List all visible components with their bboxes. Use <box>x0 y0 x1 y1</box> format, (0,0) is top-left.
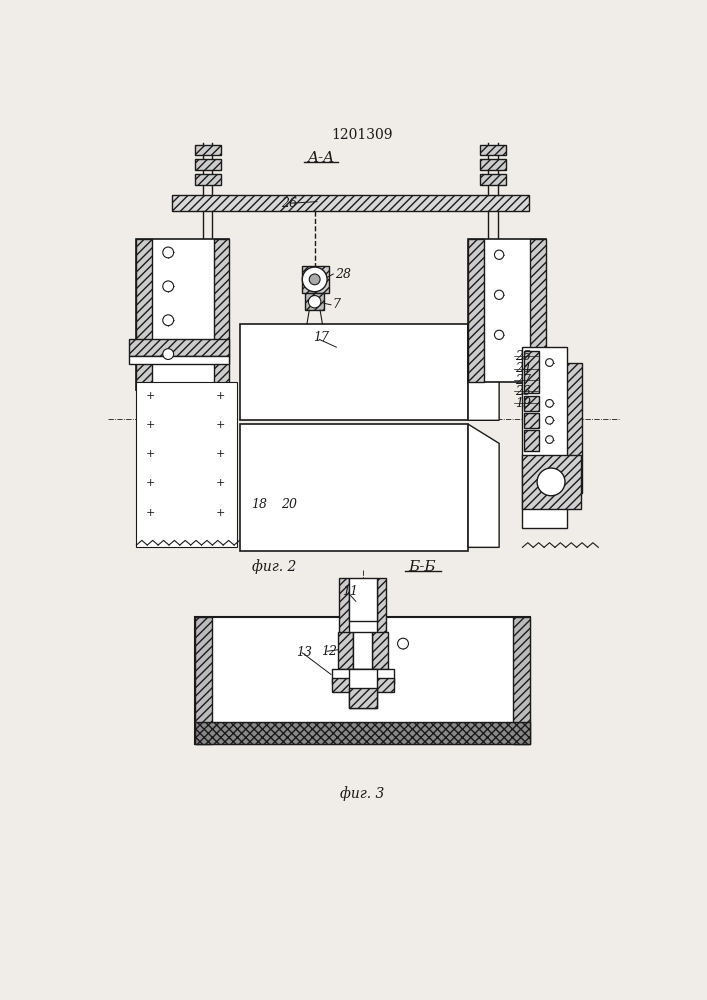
Circle shape <box>163 315 174 326</box>
Bar <box>524 396 539 411</box>
Bar <box>194 159 221 170</box>
Circle shape <box>397 638 409 649</box>
Bar <box>195 722 530 744</box>
Bar <box>480 159 506 170</box>
Bar <box>522 455 580 509</box>
Bar <box>513 617 530 744</box>
Bar <box>468 239 546 382</box>
Circle shape <box>546 416 554 424</box>
Bar <box>480 145 506 155</box>
Circle shape <box>309 274 320 285</box>
Bar <box>172 195 529 211</box>
Bar <box>194 145 221 155</box>
Text: 12: 12 <box>321 645 337 658</box>
Text: 26: 26 <box>281 197 296 210</box>
Bar <box>522 347 567 528</box>
Bar <box>349 669 377 708</box>
Bar <box>332 669 394 684</box>
Bar <box>372 632 387 669</box>
Bar <box>339 578 349 634</box>
Text: фиг. 3: фиг. 3 <box>340 786 384 801</box>
Circle shape <box>546 436 554 443</box>
Bar <box>349 688 377 708</box>
Bar <box>530 239 546 382</box>
Circle shape <box>494 330 504 339</box>
Text: +: + <box>216 478 225 488</box>
Bar <box>129 339 230 356</box>
Circle shape <box>546 400 554 407</box>
Bar <box>305 293 324 310</box>
Text: +: + <box>146 420 155 430</box>
Bar <box>468 239 484 382</box>
Text: 28: 28 <box>335 267 351 280</box>
Text: 11: 11 <box>343 585 358 598</box>
Text: 27: 27 <box>515 374 531 387</box>
Text: Б-Б: Б-Б <box>408 560 436 574</box>
Bar <box>349 578 377 620</box>
Bar <box>524 413 539 428</box>
Polygon shape <box>468 324 499 420</box>
Bar <box>524 430 539 451</box>
Circle shape <box>163 349 174 359</box>
Text: A-A: A-A <box>308 151 334 165</box>
Circle shape <box>537 468 565 496</box>
Text: +: + <box>216 391 225 401</box>
Text: +: + <box>216 508 225 518</box>
Text: 13: 13 <box>296 646 312 659</box>
Bar <box>301 266 329 293</box>
Text: 19: 19 <box>515 397 531 410</box>
Circle shape <box>163 281 174 292</box>
Bar <box>194 174 221 185</box>
Polygon shape <box>468 424 499 547</box>
Bar <box>129 356 230 364</box>
Bar <box>136 382 237 547</box>
Text: 7: 7 <box>332 298 341 311</box>
Bar <box>377 578 386 634</box>
Circle shape <box>494 290 504 299</box>
Circle shape <box>163 247 174 258</box>
Bar <box>136 239 230 389</box>
Bar <box>338 632 354 669</box>
Bar <box>136 239 152 389</box>
Text: +: + <box>146 508 155 518</box>
Bar <box>480 174 506 185</box>
Circle shape <box>303 267 327 292</box>
Circle shape <box>546 359 554 366</box>
Text: 20: 20 <box>281 498 296 512</box>
Bar <box>524 351 539 393</box>
Text: 17: 17 <box>313 331 329 344</box>
Bar <box>354 632 372 669</box>
Text: +: + <box>146 391 155 401</box>
Text: +: + <box>216 449 225 459</box>
Text: 1201309: 1201309 <box>331 128 392 142</box>
Text: +: + <box>146 449 155 459</box>
Text: 24: 24 <box>515 362 531 375</box>
Text: +: + <box>146 478 155 488</box>
Bar <box>214 239 230 389</box>
Bar <box>332 678 394 692</box>
Text: 23: 23 <box>515 385 531 398</box>
Bar <box>195 617 212 744</box>
Text: 25: 25 <box>515 350 531 363</box>
Bar <box>240 324 468 420</box>
Circle shape <box>308 296 321 308</box>
Bar <box>195 617 530 744</box>
Bar <box>240 424 468 551</box>
Bar <box>565 363 582 493</box>
Text: фиг. 2: фиг. 2 <box>252 559 296 574</box>
Text: +: + <box>216 420 225 430</box>
Circle shape <box>494 250 504 259</box>
Text: 18: 18 <box>251 498 267 512</box>
